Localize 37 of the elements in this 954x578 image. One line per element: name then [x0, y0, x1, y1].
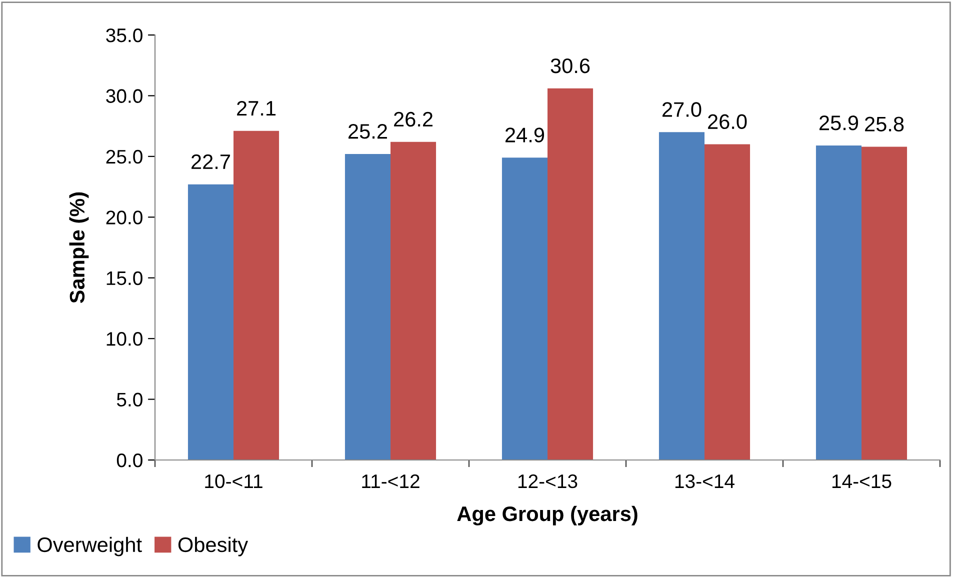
data-label: 27.1: [237, 100, 276, 116]
data-label: 24.9: [506, 128, 544, 142]
y-tick-label: 25.0: [106, 150, 142, 164]
data-label: 25.2: [348, 124, 387, 139]
y-tick-label: 5.0: [116, 392, 142, 407]
x-tick-label: 14-<15: [832, 474, 892, 488]
bar: [548, 88, 594, 460]
bar: [658, 132, 704, 460]
bar: [704, 144, 750, 460]
x-tick-label: 10-<11: [205, 474, 262, 488]
bar: [502, 158, 548, 460]
y-tick-label: 0.0: [116, 453, 142, 468]
bar: [390, 142, 436, 460]
bar: [344, 154, 390, 460]
data-label: 30.6: [550, 58, 590, 74]
y-tick-label: 30.0: [106, 89, 142, 103]
legend-label: Overweight: [38, 536, 142, 556]
bar: [234, 130, 280, 460]
x-tick-label: 11-<12: [362, 474, 420, 488]
data-label: 22.7: [192, 154, 230, 169]
y-tick-label: 15.0: [106, 271, 142, 286]
bar: [816, 146, 862, 460]
bar: [188, 184, 234, 460]
data-label: 25.8: [865, 116, 904, 132]
data-label: 27.0: [662, 102, 702, 117]
x-axis-title: Age Group (years): [457, 506, 638, 526]
x-tick-label: 13-<14: [675, 474, 734, 488]
legend-label: Obesity: [178, 536, 248, 556]
data-label: 26.0: [708, 114, 747, 130]
y-tick-label: 35.0: [106, 28, 142, 42]
y-axis-title: Sample (%): [69, 192, 89, 304]
y-tick-label: 10.0: [106, 332, 142, 346]
bar: [862, 146, 908, 460]
data-label: 25.9: [820, 116, 858, 130]
x-tick-label: 12-<13: [518, 474, 578, 488]
y-tick-label: 20.0: [106, 210, 142, 224]
data-label: 26.2: [394, 112, 432, 127]
